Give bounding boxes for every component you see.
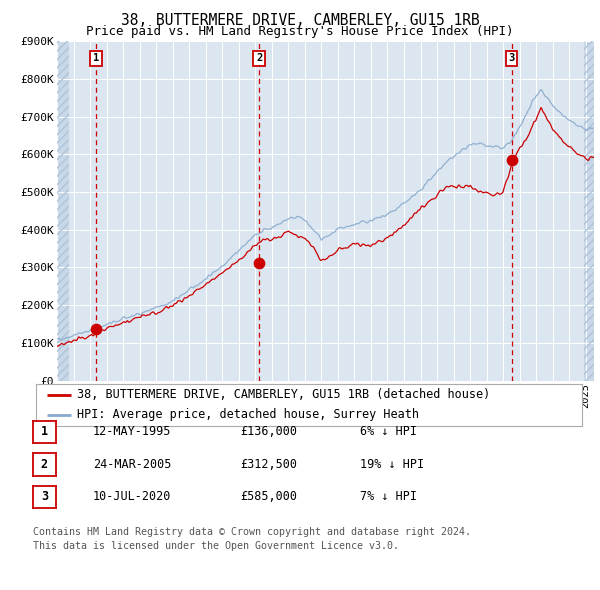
Text: 1: 1 — [41, 425, 48, 438]
Bar — [584, 41, 594, 381]
Text: £312,500: £312,500 — [240, 458, 297, 471]
Text: 19% ↓ HPI: 19% ↓ HPI — [360, 458, 424, 471]
Point — [507, 155, 517, 165]
Text: 1: 1 — [93, 53, 99, 63]
Text: 2: 2 — [256, 53, 262, 63]
Text: 3: 3 — [41, 490, 48, 503]
Text: 10-JUL-2020: 10-JUL-2020 — [93, 490, 172, 503]
Text: 6% ↓ HPI: 6% ↓ HPI — [360, 425, 417, 438]
Text: 3: 3 — [509, 53, 515, 63]
Point — [254, 258, 264, 267]
Text: £585,000: £585,000 — [240, 490, 297, 503]
Point — [91, 324, 101, 334]
Text: Price paid vs. HM Land Registry's House Price Index (HPI): Price paid vs. HM Land Registry's House … — [86, 25, 514, 38]
Bar — [57, 41, 70, 381]
Text: 12-MAY-1995: 12-MAY-1995 — [93, 425, 172, 438]
Text: 38, BUTTERMERE DRIVE, CAMBERLEY, GU15 1RB (detached house): 38, BUTTERMERE DRIVE, CAMBERLEY, GU15 1R… — [77, 388, 490, 401]
Text: Contains HM Land Registry data © Crown copyright and database right 2024.: Contains HM Land Registry data © Crown c… — [33, 527, 471, 537]
Text: This data is licensed under the Open Government Licence v3.0.: This data is licensed under the Open Gov… — [33, 541, 399, 550]
Text: 38, BUTTERMERE DRIVE, CAMBERLEY, GU15 1RB: 38, BUTTERMERE DRIVE, CAMBERLEY, GU15 1R… — [121, 13, 479, 28]
Text: £136,000: £136,000 — [240, 425, 297, 438]
Bar — [57, 41, 70, 381]
Text: 24-MAR-2005: 24-MAR-2005 — [93, 458, 172, 471]
Bar — [584, 41, 594, 381]
Text: 2: 2 — [41, 458, 48, 471]
Text: HPI: Average price, detached house, Surrey Heath: HPI: Average price, detached house, Surr… — [77, 408, 419, 421]
Text: 7% ↓ HPI: 7% ↓ HPI — [360, 490, 417, 503]
